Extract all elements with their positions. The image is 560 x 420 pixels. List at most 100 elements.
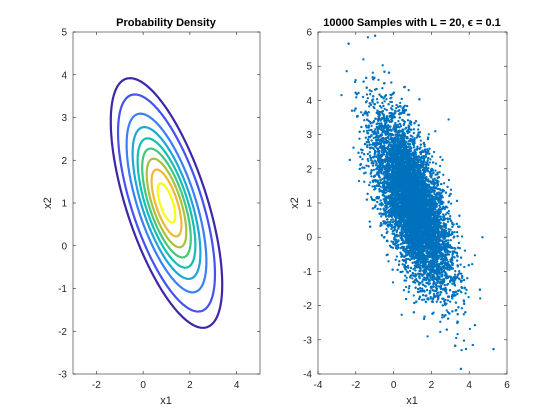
sample-point [363,119,366,122]
x-tick-label: 2 [187,380,193,391]
sample-point [400,313,403,316]
sample-point [387,260,390,263]
contour-line [141,147,192,259]
sample-point [381,177,384,181]
samples-scatter-chart: 10000 Samples with L = 20, ϵ = 0.1 -4 -2 0… [289,17,510,407]
sample-point [439,300,442,304]
sample-point [462,339,466,342]
y-tick-label: 4 [61,70,67,81]
sample-point [454,270,457,273]
sample-point [434,130,437,133]
sample-point [442,173,445,176]
sample-point [427,279,430,282]
sample-point [362,130,366,133]
y-axis-label: x2 [42,197,54,209]
sample-point [417,128,420,131]
sample-point [441,213,445,216]
contour-line [116,93,217,313]
contour-line [131,125,202,281]
sample-point [373,106,376,110]
sample-point [407,287,411,290]
sample-point [406,264,410,268]
sample-point [363,180,366,183]
sample-point [439,221,442,225]
sample-point [412,131,415,135]
x-axis-label: x1 [160,395,172,407]
sample-point [385,97,388,101]
sample-point [379,208,382,211]
sample-point [390,240,393,243]
sample-point [431,289,435,292]
sample-point [414,153,418,156]
sample-point [397,120,400,123]
sample-point [433,193,436,196]
sample-point [380,215,383,218]
sample-point [432,150,436,154]
sample-point [378,104,382,108]
sample-point [413,279,417,282]
sample-point [439,293,442,296]
sample-point [368,105,371,108]
sample-point [355,96,358,99]
plot-area [340,34,495,371]
sample-point [390,100,394,104]
sample-point [378,122,381,125]
sample-point [453,230,456,234]
sample-point [345,70,348,73]
sample-point [420,298,424,302]
sample-point [354,79,357,82]
y-tick-label: 3 [61,113,67,124]
sample-point [427,133,430,136]
sample-point [369,181,372,184]
sample-point [460,235,464,238]
contour-line [145,157,188,249]
sample-point [340,93,343,97]
sample-point [361,157,364,161]
sample-point [395,106,398,110]
y-tick-label: -1 [58,284,67,295]
sample-point [368,220,371,223]
sample-point [372,162,375,165]
sample-point [365,164,368,167]
sample-point [379,222,383,225]
sample-point [471,262,474,266]
sample-point [447,260,450,263]
x-tick-label: 0 [140,380,146,391]
y-tick-label: -3 [58,370,67,381]
sample-point [357,91,360,95]
contour-line [109,77,224,329]
y-tick-label: 2 [61,156,67,167]
contour-line [136,137,197,269]
sample-point [372,168,376,172]
x-axis: -2 0 2 4 [92,32,240,391]
sample-point [399,251,402,254]
contour-line [156,182,177,224]
sample-point [405,276,408,279]
sample-point [449,300,452,303]
sample-point [381,101,384,105]
sample-point [399,125,403,128]
y-tick-label: -2 [58,327,67,338]
sample-point [398,122,401,126]
sample-point [391,281,395,284]
sample-point [361,166,364,169]
sample-point [447,228,450,231]
sample-point [442,315,446,318]
sample-point [406,119,410,122]
x-tick-label: 4 [234,380,240,391]
sample-point [387,119,391,123]
sample-point [381,87,384,90]
sample-point [414,281,417,284]
sample-point [460,307,463,310]
sample-point [361,95,365,99]
sample-point [357,179,361,183]
sample-point [428,282,432,285]
sample-point [463,287,466,290]
sample-point [423,145,426,148]
sample-point [453,235,456,238]
sample-point [368,146,372,149]
